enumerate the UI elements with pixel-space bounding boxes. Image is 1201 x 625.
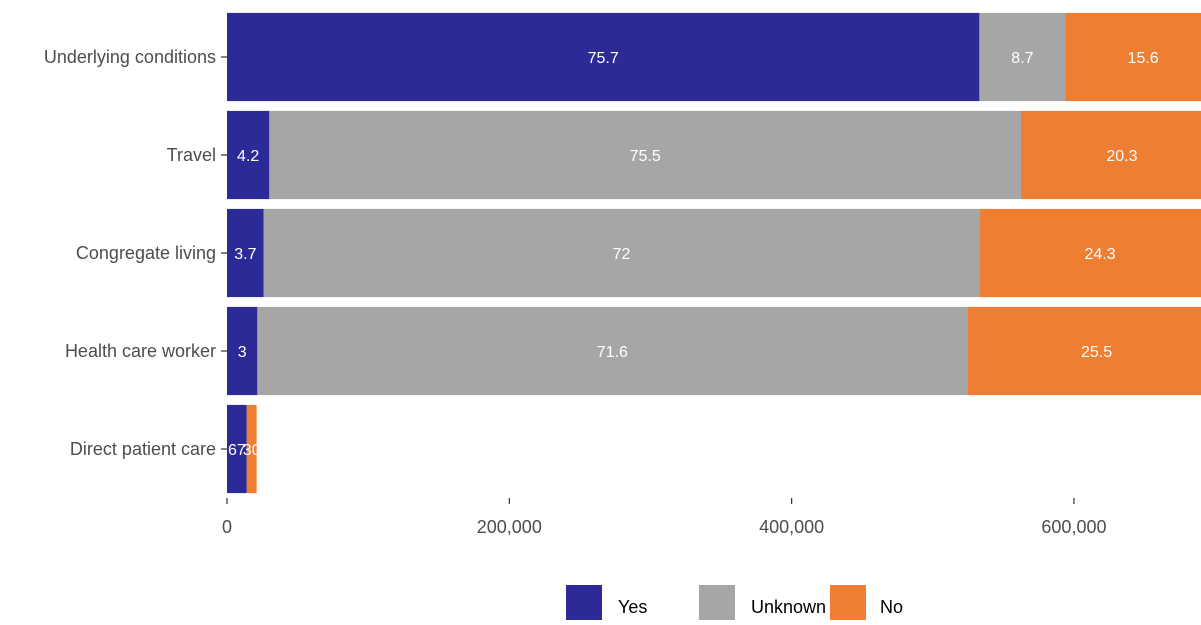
category-label: Direct patient care — [70, 439, 216, 459]
bar-segment-yes-4 — [227, 404, 247, 494]
y-axis: Underlying conditions Travel Congregate li… — [44, 47, 227, 459]
bar-value-label: 30 — [243, 442, 261, 459]
bar-value-label: 71.6 — [597, 344, 628, 361]
x-tick-label: 400,000 — [759, 517, 824, 537]
bar-segment-unknown-0 — [979, 12, 1066, 102]
bar-segment-yes-1 — [227, 110, 270, 200]
legend-label-unknown: Unknown — [751, 597, 826, 617]
category-label: Travel — [167, 145, 216, 165]
legend-label-no: No — [880, 597, 903, 617]
bar-segment-no-4 — [246, 404, 257, 494]
x-tick-label: 200,000 — [477, 517, 542, 537]
legend-swatch-yes — [566, 585, 602, 620]
legend: Yes Unknown No — [566, 585, 903, 620]
bar-value-label: 3 — [238, 344, 247, 361]
bar-segment-unknown-3 — [257, 306, 968, 396]
bar-segment-unknown-2 — [263, 208, 980, 298]
bars-layer — [227, 12, 1201, 494]
category-label: Congregate living — [76, 243, 216, 263]
bar-value-label: 72 — [613, 246, 631, 263]
bar-value-label: 15.6 — [1128, 50, 1159, 67]
bar-segment-no-1 — [1021, 110, 1201, 200]
category-label: Underlying conditions — [44, 47, 216, 67]
x-axis: 0 200,000 400,000 600,000 — [222, 498, 1106, 537]
legend-swatch-unknown — [699, 585, 735, 620]
bar-value-label: 3.7 — [234, 246, 256, 263]
bar-value-label: 24.3 — [1085, 246, 1116, 263]
bar-segment-yes-2 — [227, 208, 264, 298]
bar-segment-yes-3 — [227, 306, 258, 396]
bar-value-label: 67 — [228, 442, 246, 459]
bar-segment-yes-0 — [227, 12, 980, 102]
bar-value-label: 8.7 — [1011, 50, 1033, 67]
bar-value-label: 20.3 — [1106, 148, 1137, 165]
x-tick-label: 600,000 — [1041, 517, 1106, 537]
category-label: Health care worker — [65, 341, 216, 361]
bar-segment-no-2 — [979, 208, 1201, 298]
bar-labels-layer: 75.7 8.7 15.6 4.2 75.5 20.3 3.7 72 24.3 3 71.6 25.5… — [228, 50, 1159, 459]
bar-value-label: 75.5 — [630, 148, 661, 165]
bar-value-label: 25.5 — [1081, 344, 1112, 361]
legend-swatch-no — [830, 585, 866, 620]
bar-value-label: 4.2 — [237, 148, 259, 165]
bar-segment-no-0 — [1065, 12, 1201, 102]
legend-label-yes: Yes — [618, 597, 647, 617]
bar-segment-no-3 — [967, 306, 1201, 396]
x-tick-label: 0 — [222, 517, 232, 537]
bar-segment-unknown-1 — [269, 110, 1022, 200]
bar-value-label: 75.7 — [588, 50, 619, 67]
